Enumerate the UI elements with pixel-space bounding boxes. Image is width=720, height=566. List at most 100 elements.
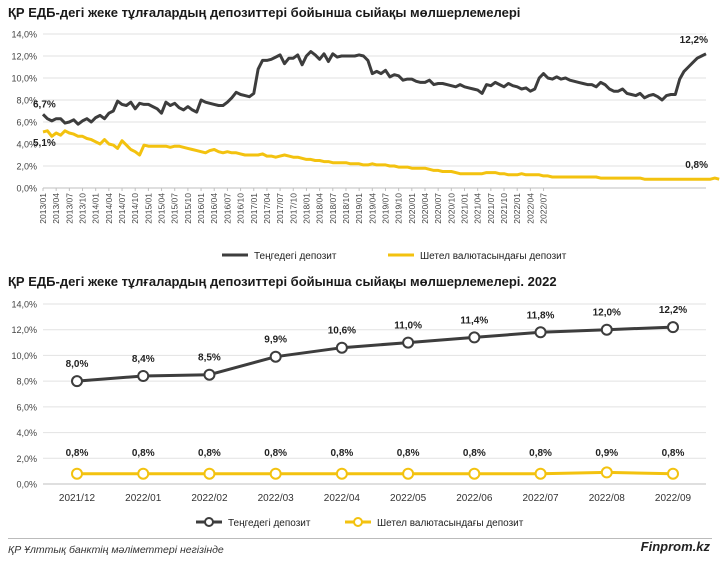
chart2-data-label: 0,9% <box>595 448 618 459</box>
chart2-data-label: 9,9% <box>264 335 287 346</box>
chart2-data-label: 11,0% <box>394 321 422 332</box>
chart2-legend-label: Теңгедегі депозит <box>228 518 311 529</box>
chart1-xtick-label: 2013/10 <box>78 193 88 224</box>
chart1-ytick-label: 0,0% <box>16 184 37 194</box>
chart1-ytick-label: 8,0% <box>16 96 37 106</box>
chart1-series-tenge-line <box>41 50 707 126</box>
chart2-data-label: 0,8% <box>397 448 420 459</box>
chart2-ytick-label: 8,0% <box>16 377 37 387</box>
chart2-series-tenge-line <box>76 325 674 383</box>
chart2-data-point <box>269 467 282 480</box>
chart1-end-label: 12,2% <box>680 35 708 46</box>
chart2-legend-marker <box>353 517 363 527</box>
chart1-xtick-label: 2016/01 <box>196 193 206 224</box>
chart2-data-point <box>335 341 348 354</box>
chart2-data-point <box>667 321 679 334</box>
chart2-data-point <box>137 467 150 480</box>
chart1-xtick-label: 2022/04 <box>525 193 535 224</box>
chart1-xtick-label: 2021/07 <box>486 193 496 224</box>
chart2-xtick-label: 2022/03 <box>258 493 295 504</box>
chart2-data-label: 8,4% <box>132 354 155 365</box>
chart1-xtick-label: 2014/10 <box>130 193 140 224</box>
chart1-xtick-label: 2021/01 <box>460 193 470 224</box>
chart1-ytick-label: 12,0% <box>11 52 37 62</box>
chart1-xtick-label: 2017/01 <box>249 193 259 224</box>
chart2-data-point <box>203 368 216 381</box>
chart2-xtick-label: 2022/06 <box>456 493 493 504</box>
chart1-xtick-label: 2021/10 <box>499 193 509 224</box>
chart1-xtick-label: 2018/04 <box>315 193 325 224</box>
chart2-data-point <box>71 375 83 388</box>
chart1-start-label: 6,7% <box>33 99 56 110</box>
chart1-legend-label: Шетел валютасындағы депозит <box>420 251 567 262</box>
chart2-data-label: 11,4% <box>460 315 488 326</box>
chart1-xtick-label: 2018/01 <box>301 193 311 224</box>
chart2-ytick-label: 10,0% <box>11 351 37 361</box>
chart1-xtick-label: 2020/04 <box>420 193 430 224</box>
chart2-data-point <box>667 467 679 480</box>
chart1-xtick-label: 2014/07 <box>117 193 127 224</box>
chart2-data-label: 10,6% <box>328 326 356 337</box>
brand-label: Finprom.kz <box>640 539 710 554</box>
chart2-data-point <box>402 336 415 349</box>
chart1-xtick-label: 2016/07 <box>222 193 232 224</box>
chart1-xtick-label: 2018/10 <box>341 193 351 224</box>
chart2-ytick-label: 6,0% <box>16 402 37 412</box>
chart1-xtick-label: 2015/01 <box>143 193 153 224</box>
chart2-ytick-label: 0,0% <box>16 480 37 490</box>
chart2-data-label: 12,2% <box>659 305 687 316</box>
chart1-xtick-label: 2014/01 <box>91 193 101 224</box>
chart1-title: ҚР ЕДБ-дегі жеке тұлғалардың депозиттері… <box>8 5 521 20</box>
chart2-data-point <box>203 467 216 480</box>
chart2-ytick-label: 4,0% <box>16 428 37 438</box>
chart1-xtick-label: 2016/10 <box>236 193 246 224</box>
chart1-xtick-label: 2013/07 <box>64 193 74 224</box>
chart1-legend-label: Теңгедегі депозит <box>254 251 337 262</box>
chart2-xtick-label: 2022/07 <box>522 493 559 504</box>
chart1-ytick-label: 4,0% <box>16 140 37 150</box>
chart2-data-point <box>600 466 613 479</box>
chart2-title: ҚР ЕДБ-дегі жеке тұлғалардың депозиттері… <box>8 274 557 289</box>
chart1-xtick-label: 2013/01 <box>38 193 48 224</box>
chart1-start-label: 5,1% <box>33 138 56 149</box>
chart2-data-point <box>534 326 547 339</box>
chart2-data-label: 12,0% <box>593 308 621 319</box>
chart1-xtick-label: 2019/01 <box>354 193 364 224</box>
chart1-xtick-label: 2019/07 <box>380 193 390 224</box>
chart1-xtick-label: 2019/10 <box>394 193 404 224</box>
chart2-legend-label: Шетел валютасындағы депозит <box>377 518 524 529</box>
chart2-xtick-label: 2021/12 <box>59 493 96 504</box>
chart2-data-label: 0,8% <box>330 448 353 459</box>
chart1-ytick-label: 6,0% <box>16 118 37 128</box>
chart2-data-point <box>137 370 150 382</box>
chart2-data-point <box>600 323 613 336</box>
chart2-ytick-label: 14,0% <box>11 300 37 310</box>
chart2-data-label: 0,8% <box>66 448 89 459</box>
footer-divider <box>8 538 712 539</box>
chart1-xtick-label: 2022/01 <box>512 193 522 224</box>
chart2-data-label: 0,8% <box>198 448 221 459</box>
chart1-xtick-label: 2020/10 <box>446 193 456 224</box>
chart1-xtick-label: 2013/04 <box>51 193 61 224</box>
chart1-end-label: 0,8% <box>685 160 708 171</box>
chart2-svg: 0,0% 2,0% 4,0% 6,0% 8,0% 10,0% 12,0% 14,0% 2021/… <box>11 300 706 529</box>
chart2-legend-marker <box>204 517 214 527</box>
chart1-xtick-label: 2014/04 <box>104 193 114 224</box>
chart2-data-point <box>468 331 481 344</box>
chart2-xtick-label: 2022/01 <box>125 493 162 504</box>
chart2-data-label: 8,0% <box>66 359 89 370</box>
chart2-data-point <box>269 350 282 363</box>
chart2-data-label: 11,8% <box>527 310 555 321</box>
chart2-data-label: 0,8% <box>662 448 685 459</box>
chart1-xtick-label: 2018/07 <box>328 193 338 224</box>
chart1-xtick-label: 2017/04 <box>262 193 272 224</box>
chart1-ytick-label: 10,0% <box>11 74 37 84</box>
chart2-xtick-label: 2022/02 <box>191 493 228 504</box>
chart2-series-foreign-line <box>77 470 674 476</box>
chart2-data-label: 0,8% <box>463 448 486 459</box>
chart2-xtick-label: 2022/05 <box>390 493 427 504</box>
chart2-ytick-label: 2,0% <box>16 454 37 464</box>
chart2-data-label: 0,8% <box>529 448 552 459</box>
chart2-data-label: 0,8% <box>264 448 287 459</box>
chart2-xtick-label: 2022/09 <box>655 493 692 504</box>
